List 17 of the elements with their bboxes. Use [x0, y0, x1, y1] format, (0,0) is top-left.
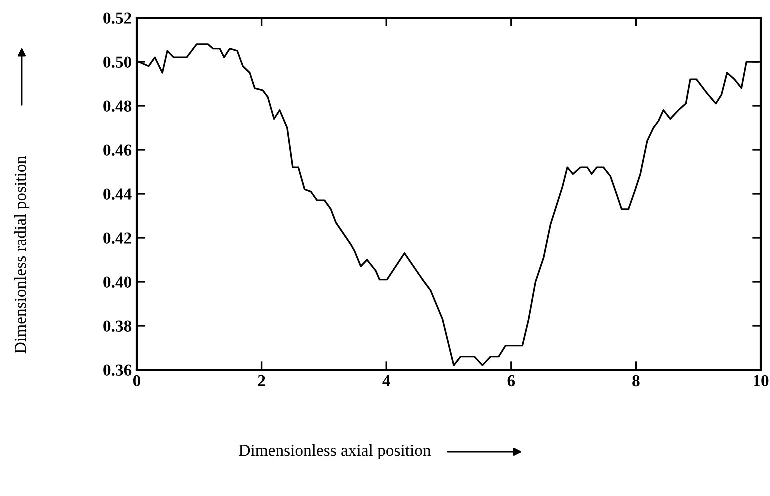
- y-tick-label: 0.46: [104, 144, 132, 156]
- x-tick-label: 8: [632, 375, 640, 387]
- y-tick-label: 0.38: [104, 320, 132, 332]
- y-tick-label: 0.52: [104, 12, 132, 24]
- y-tick-label: 0.40: [104, 276, 132, 288]
- x-tick-label: 2: [258, 375, 266, 386]
- y-axis-title: Dimensionless radial position: [14, 156, 30, 354]
- y-tick-label: 0.50: [104, 56, 132, 68]
- x-tick-label: 6: [508, 375, 516, 387]
- y-tick-label: 0.48: [104, 100, 132, 112]
- x-tick-label: 10: [754, 375, 769, 387]
- y-tick-label: 0.44: [104, 188, 132, 200]
- x-axis-title: Dimensionless axial position: [239, 444, 432, 460]
- x-tick-label: 0: [133, 375, 141, 387]
- y-tick-label: 0.36: [104, 364, 132, 376]
- x-tick-label: 4: [382, 375, 390, 386]
- y-tick-label: 0.42: [104, 232, 132, 244]
